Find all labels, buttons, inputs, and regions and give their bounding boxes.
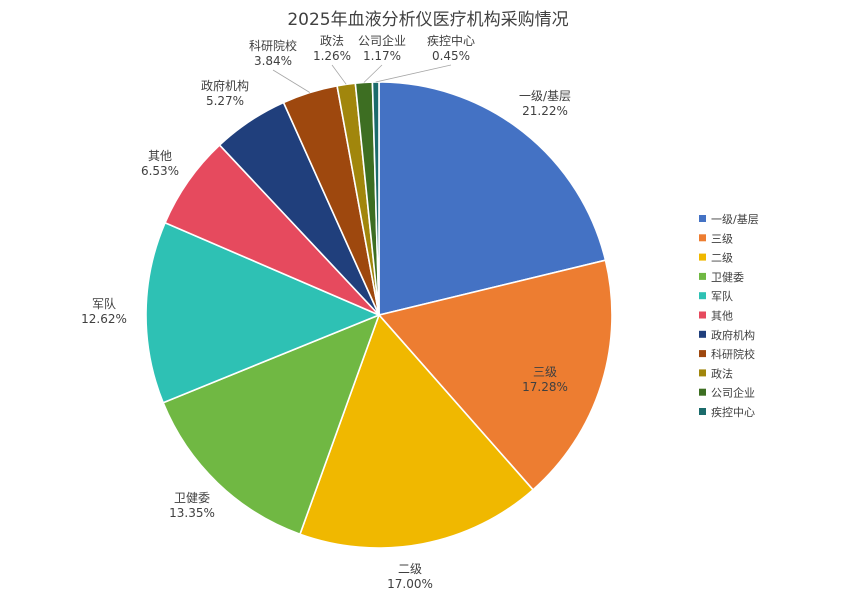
legend-label-3: 卫健委 (711, 271, 744, 284)
data-label-value-8: 1.26% (313, 49, 351, 63)
data-label-value-2: 17.00% (387, 577, 433, 591)
legend-swatch-9 (699, 388, 706, 396)
data-label-value-3: 13.35% (169, 506, 215, 520)
legend-label-5: 其他 (711, 310, 733, 323)
data-label-value-1: 17.28% (522, 380, 568, 394)
leader-line-8 (331, 64, 347, 85)
legend-label-7: 科研院校 (711, 347, 755, 361)
legend-label-9: 公司企业 (711, 386, 755, 400)
data-label-value-6: 5.27% (206, 94, 244, 108)
data-label-name-2: 二级 (398, 562, 422, 576)
data-label-name-1: 三级 (533, 365, 557, 379)
leader-lines (272, 64, 452, 93)
data-label-value-7: 3.84% (254, 54, 292, 68)
legend-swatch-0 (699, 215, 706, 222)
slice-4 (145, 221, 382, 404)
data-label-value-0: 21.22% (522, 104, 568, 118)
legend-swatch-10 (699, 408, 706, 415)
legend-swatch-6 (699, 330, 706, 338)
data-label-name-6: 政府机构 (201, 78, 249, 93)
legend-swatch-3 (699, 272, 706, 280)
leader-line-9 (363, 64, 383, 83)
legend-label-1: 三级 (711, 232, 733, 245)
legend-swatch-8 (699, 369, 706, 377)
data-label-value-5: 6.53% (141, 164, 179, 178)
slice-0 (378, 81, 607, 317)
leader-line-10 (375, 64, 452, 83)
legend-swatch-4 (699, 292, 706, 300)
data-label-name-3: 卫健委 (174, 491, 210, 505)
data-label-value-10: 0.45% (432, 49, 470, 63)
slice-3 (162, 313, 381, 536)
legend-swatch-1 (699, 234, 706, 242)
slice-10 (371, 81, 380, 316)
data-label-name-0: 一级/基层 (519, 89, 571, 103)
data-label-name-8: 政法 (320, 34, 344, 48)
legend-label-2: 二级 (711, 252, 733, 265)
chart-title: 2025年血液分析仪医疗机构采购情况 (287, 10, 568, 30)
legend-label-6: 政府机构 (711, 328, 755, 342)
data-label-name-10: 疾控中心 (427, 33, 475, 48)
legend-label-8: 政法 (711, 366, 733, 380)
legend-swatch-5 (699, 311, 706, 319)
legend-label-10: 疾控中心 (711, 405, 755, 419)
data-label-name-5: 其他 (148, 149, 172, 163)
legend-label-4: 军队 (711, 289, 733, 303)
legend-swatch-2 (699, 253, 706, 261)
pie-slices (145, 81, 613, 549)
data-label-name-4: 军队 (92, 296, 116, 311)
data-label-value-4: 12.62% (81, 312, 127, 326)
slice-1 (377, 259, 613, 491)
legend-label-0: 一级/基层 (711, 213, 759, 226)
data-label-name-7: 科研院校 (249, 38, 297, 53)
leader-line-7 (272, 69, 311, 93)
legend-swatch-7 (699, 350, 706, 358)
data-label-name-9: 公司企业 (358, 33, 406, 48)
data-label-value-9: 1.17% (363, 49, 401, 63)
